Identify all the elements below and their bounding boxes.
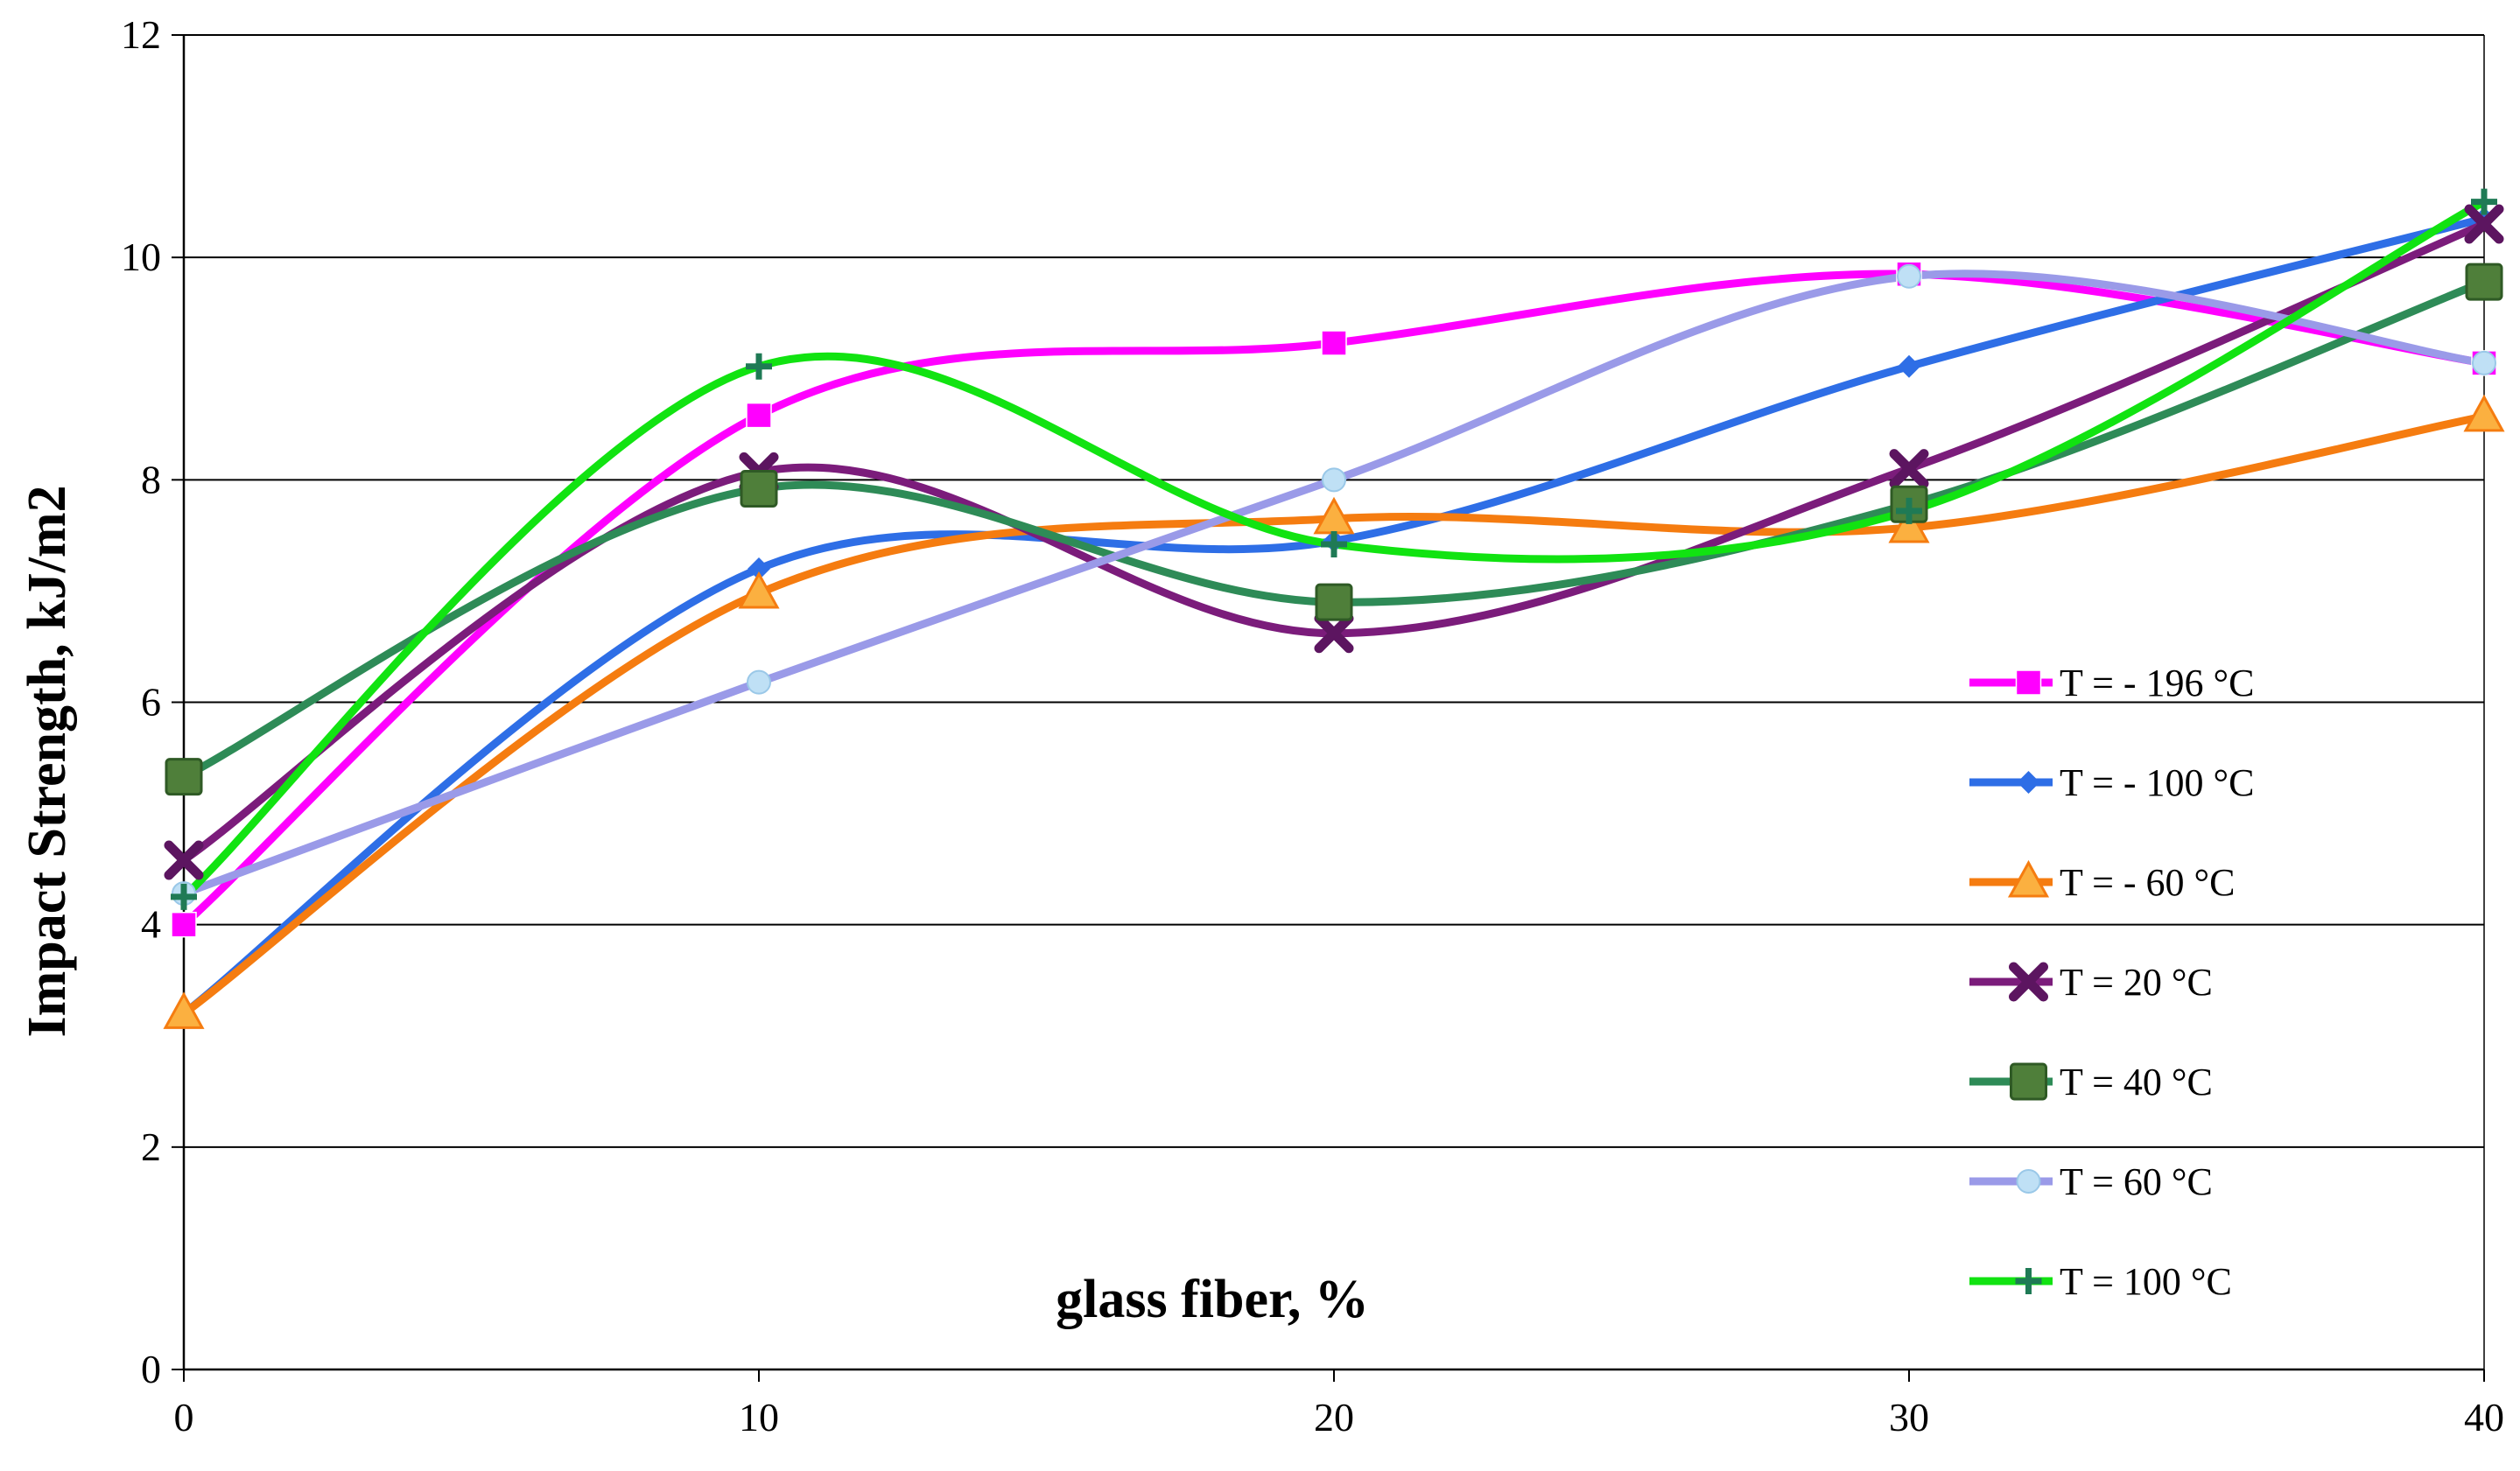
legend: T = - 196 °C T = - 100 °C T = - 60 °C T = 2… (1969, 662, 2255, 1303)
legend-marker-1 (2017, 771, 2040, 794)
legend-marker-6 (2015, 1268, 2042, 1294)
data-point-s5-p2 (1322, 467, 1346, 493)
y-tick-label: 2 (141, 1124, 161, 1169)
data-point-s3-p4 (2464, 204, 2504, 244)
data-point-s4-p0 (165, 758, 203, 796)
data-point-s3-p3 (1889, 449, 1929, 489)
x-axis-title: glass fiber, % (1056, 1270, 1369, 1329)
data-point-s0-p0 (171, 911, 197, 938)
y-tick-label: 4 (141, 902, 161, 947)
gridlines (184, 34, 2484, 1148)
axes: 0 2 4 6 8 10 12 0 10 20 30 40 (121, 12, 2504, 1439)
data-point-s2-p3 (1888, 505, 1930, 543)
data-point-s3-p2 (1314, 613, 1354, 654)
data-point-s0-p1 (746, 402, 772, 429)
x-tick-label: 30 (1889, 1395, 1929, 1439)
data-point-s4-p2 (1315, 583, 1353, 621)
legend-marker-0 (2015, 669, 2042, 696)
y-tick-label: 0 (141, 1347, 161, 1391)
data-point-s5-p3 (1897, 263, 1921, 289)
data-point-s6-p4 (2471, 188, 2497, 215)
data-point-s1-p3 (1898, 354, 1920, 378)
series-markers (163, 188, 2505, 1029)
series-line-2 (179, 412, 2488, 1018)
legend-marker-2 (2007, 859, 2050, 898)
legend-label-5: T = 60 °C (2060, 1160, 2213, 1203)
legend-marker-4 (2010, 1062, 2047, 1101)
data-point-s4-p1 (740, 470, 778, 508)
data-point-s1-p1 (748, 557, 770, 580)
data-point-s0-p2 (1321, 330, 1347, 356)
data-point-s6-p3 (1896, 497, 1922, 524)
series-line-3 (179, 220, 2488, 865)
x-tick-label: 0 (174, 1395, 194, 1439)
y-axis-title: Impact Strength, kJ/m2 (18, 486, 77, 1038)
data-point-s5-p1 (747, 669, 771, 695)
data-point-s4-p4 (2465, 263, 2503, 301)
legend-marker-3 (2009, 962, 2048, 1002)
legend-label-4: T = 40 °C (2060, 1061, 2213, 1103)
legend-marker-5 (2016, 1169, 2041, 1194)
legend-label-3: T = 20 °C (2060, 961, 2213, 1004)
data-point-s3-p0 (164, 840, 204, 880)
data-point-s6-p1 (746, 353, 772, 380)
y-tick-label: 8 (141, 457, 161, 501)
legend-label-1: T = - 100 °C (2060, 761, 2255, 804)
legend-label-2: T = - 60 °C (2060, 861, 2236, 904)
legend-label-0: T = - 196 °C (2060, 662, 2255, 704)
x-tick-label: 40 (2464, 1395, 2504, 1439)
data-point-s5-p4 (2472, 350, 2496, 375)
x-tick-label: 20 (1314, 1395, 1354, 1439)
series-line-6 (179, 198, 2488, 901)
data-point-s6-p2 (1321, 531, 1347, 558)
x-tick-label: 10 (739, 1395, 779, 1439)
y-tick-label: 12 (121, 12, 161, 57)
data-point-s2-p4 (2463, 394, 2505, 432)
data-point-s2-p0 (163, 991, 205, 1029)
data-point-s2-p1 (738, 571, 780, 609)
y-tick-label: 10 (121, 235, 161, 279)
y-tick-label: 6 (141, 680, 161, 725)
data-point-s6-p0 (171, 883, 197, 910)
legend-label-6: T = 100 °C (2060, 1260, 2232, 1303)
